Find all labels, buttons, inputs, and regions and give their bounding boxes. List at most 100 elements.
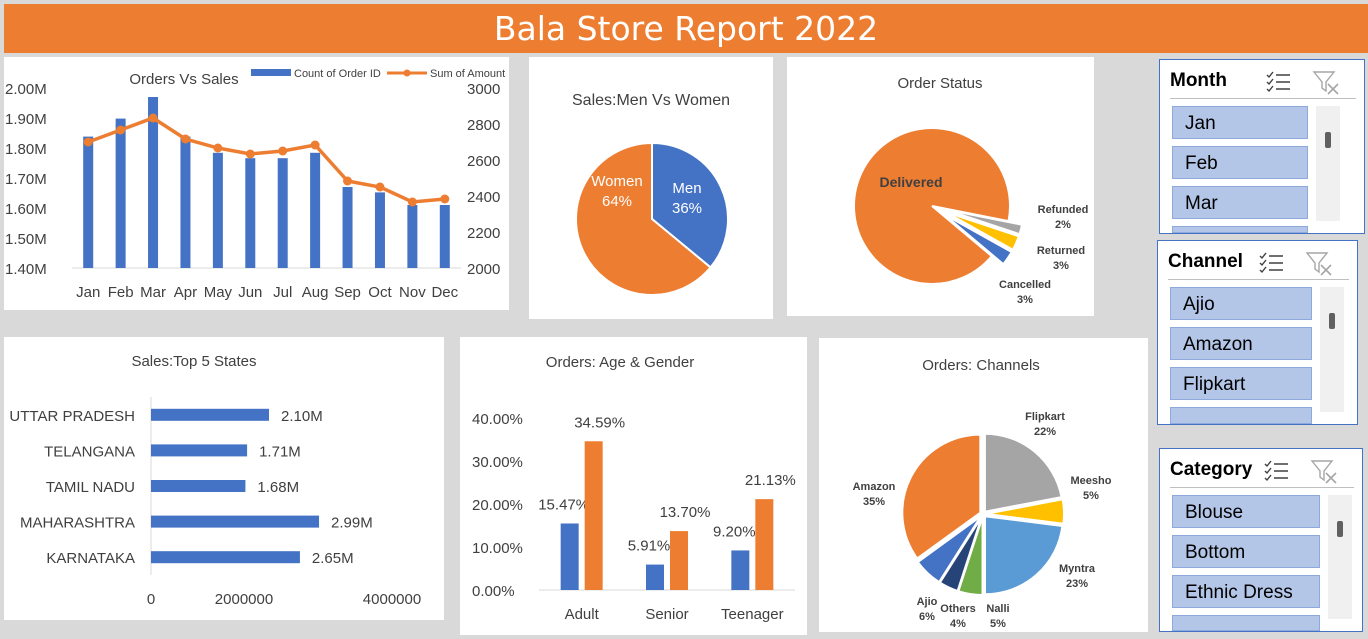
x-tick: 0 (147, 591, 155, 608)
channels-chart[interactable]: Orders: Channels Flipkart 22% Meesho 5% Myntr… (819, 338, 1148, 632)
category-slicer[interactable]: Category Blouse Bottom Ethnic Dress (1159, 448, 1363, 632)
slice-label-name: Myntra (1059, 563, 1096, 575)
slicer-item-jan[interactable]: Jan (1172, 106, 1308, 139)
bar-orders (407, 205, 418, 268)
bar-state (151, 408, 270, 421)
y-tick: TELANGANA (44, 443, 135, 460)
y-left-tick: 1.90M (5, 111, 47, 128)
point-amount (407, 197, 417, 207)
scrollbar-thumb[interactable] (1325, 132, 1331, 148)
slicer-item-amazon[interactable]: Amazon (1170, 327, 1312, 360)
slicer-header: Month (1170, 68, 1356, 99)
slice-label-name: Flipkart (1025, 411, 1065, 423)
slicer-title: Category (1170, 459, 1253, 480)
bar-orders (115, 118, 126, 268)
y-tick: 0.00% (472, 583, 515, 600)
y-tick: 20.00% (472, 497, 523, 514)
men-vs-women-chart[interactable]: Sales:Men Vs Women Men 36% Women 64% (529, 57, 773, 319)
slice-label-value: 5% (1083, 490, 1099, 502)
point-amount (116, 125, 126, 135)
data-label: 34.59% (574, 414, 625, 431)
scrollbar-thumb[interactable] (1329, 313, 1335, 329)
chart-title: Orders: Channels (922, 357, 1040, 374)
y-left-tick: 1.60M (5, 201, 47, 218)
y-left-tick: 1.40M (5, 261, 47, 278)
orders-vs-sales-chart[interactable]: Orders Vs Sales Count of Order ID Sum of A… (4, 57, 509, 310)
clear-filter-icon[interactable] (1310, 459, 1338, 485)
y-tick: TAMIL NADU (46, 479, 135, 496)
bar-orders (148, 97, 159, 268)
slicer-item-bottom[interactable]: Bottom (1172, 535, 1320, 568)
slice-returned (944, 210, 1021, 252)
slicer-header: Channel (1168, 249, 1349, 280)
bar-orders (342, 187, 353, 268)
slice-label-name: Women (591, 173, 642, 190)
data-label: 2.10M (281, 408, 323, 425)
multi-select-icon[interactable] (1264, 459, 1290, 483)
y-tick: KARNATAKA (46, 550, 135, 567)
orders-vs-sales-svg: Orders Vs Sales Count of Order ID Sum of A… (5, 68, 505, 301)
point-amount (180, 134, 190, 144)
point-amount (440, 194, 450, 204)
data-label: 15.47% (538, 496, 589, 513)
top-states-chart[interactable]: Sales:Top 5 States UTTAR PRADESH 2.10M TELA… (4, 337, 444, 620)
slice-label-value: 4% (950, 618, 966, 630)
slice-label-value: 3% (1017, 294, 1033, 306)
x-tick: Sep (334, 284, 361, 301)
slicer-item-feb[interactable]: Feb (1172, 146, 1308, 179)
slicer-item-ethnic-dress[interactable]: Ethnic Dress (1172, 575, 1320, 608)
data-label: 2.65M (312, 550, 354, 567)
x-tick: Senior (645, 606, 688, 623)
month-slicer[interactable]: Month Jan Feb Mar (1159, 59, 1365, 234)
data-label: 2.99M (331, 515, 373, 532)
legend-swatch-orders (251, 69, 291, 76)
bar-orders (439, 205, 450, 268)
multi-select-icon[interactable] (1259, 251, 1285, 275)
bar-series-1 (646, 564, 664, 590)
point-amount (148, 113, 158, 123)
slicer-header: Category (1170, 457, 1354, 488)
slice-refunded (945, 208, 1024, 236)
report-title: Bala Store Report 2022 (4, 4, 1368, 53)
slicer-item-blouse[interactable]: Blouse (1172, 495, 1320, 528)
slice-label-value: 23% (1066, 578, 1088, 590)
slicer-item-partial[interactable] (1172, 226, 1308, 233)
legend-label-amount: Sum of Amount (430, 68, 505, 80)
x-tick: Oct (368, 284, 392, 301)
clear-filter-icon[interactable] (1312, 70, 1340, 96)
point-amount (83, 137, 93, 147)
slicer-scrollbar[interactable] (1328, 495, 1352, 619)
bar-orders (212, 152, 223, 268)
clear-filter-icon[interactable] (1305, 251, 1333, 277)
slicer-item-mar[interactable]: Mar (1172, 186, 1308, 219)
chart-title: Orders: Age & Gender (546, 354, 694, 371)
slicer-item-ajio[interactable]: Ajio (1170, 287, 1312, 320)
x-tick: Aug (302, 284, 329, 301)
slicer-scrollbar[interactable] (1320, 287, 1344, 412)
slice-flipkart (983, 432, 1063, 513)
slice-men (651, 141, 729, 269)
scrollbar-thumb[interactable] (1337, 521, 1343, 537)
bar-series-1 (560, 523, 579, 590)
bar-orders (374, 192, 385, 268)
slice-delivered (853, 127, 1011, 285)
slice-label-value: 3% (1053, 260, 1069, 272)
bar-series-1 (731, 550, 750, 590)
multi-select-icon[interactable] (1266, 70, 1292, 94)
bar-orders (83, 136, 94, 268)
channel-slicer[interactable]: Channel Ajio Amazon Flipkart (1157, 240, 1358, 425)
slicer-item-partial[interactable] (1172, 615, 1320, 631)
x-tick: Nov (399, 284, 426, 301)
men-vs-women-svg: Sales:Men Vs Women Men 36% Women 64% (572, 92, 730, 296)
slicer-item-partial[interactable] (1170, 407, 1312, 424)
slice-label-delivered: Delivered (879, 174, 942, 190)
order-status-chart[interactable]: Order Status Delivered Refunded 2% Returned 3… (787, 57, 1094, 316)
data-label: 1.71M (259, 443, 301, 460)
age-gender-chart[interactable]: Orders: Age & Gender 0.00% 10.00% 20.00% 30.… (460, 337, 807, 635)
slice-cancelled (942, 213, 1013, 266)
y-left-tick: 1.70M (5, 171, 47, 188)
slicer-item-flipkart[interactable]: Flipkart (1170, 367, 1312, 400)
bar-orders (310, 152, 321, 268)
slice-label-name: Returned (1037, 245, 1085, 257)
slicer-scrollbar[interactable] (1316, 106, 1340, 221)
